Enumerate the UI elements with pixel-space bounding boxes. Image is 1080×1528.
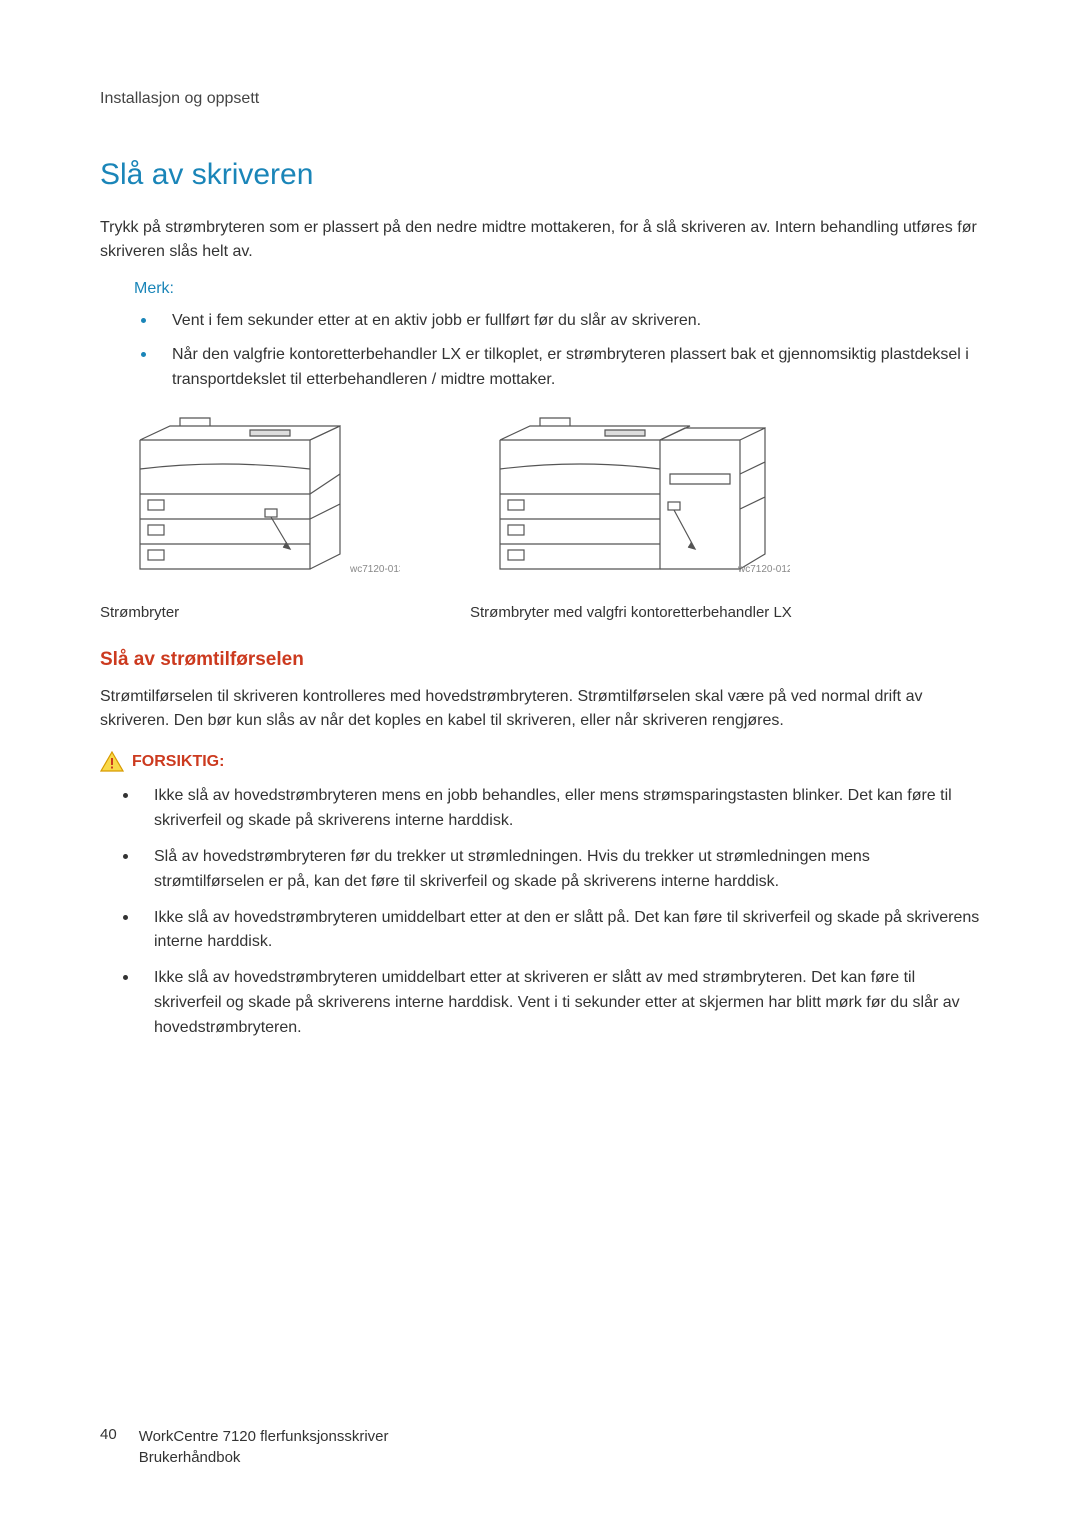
caution-list: Ikke slå av hovedstrømbryteren mens en j…: [120, 781, 980, 1040]
note-label: Merk:: [134, 280, 980, 298]
caution-item: Ikke slå av hovedstrømbryteren umiddelba…: [140, 903, 980, 956]
figure-id-right: wc7120-012: [737, 564, 790, 575]
footer-line2: Brukerhåndbok: [139, 1449, 241, 1466]
caution-item: Ikke slå av hovedstrømbryteren umiddelba…: [140, 963, 980, 1040]
section-label: Installasjon og oppsett: [100, 90, 980, 108]
figure-right: wc7120-012 Strømbryter med valgfri konto…: [470, 414, 792, 621]
note-item: Vent i fem sekunder etter at en aktiv jo…: [158, 306, 980, 334]
note-item: Når den valgfrie kontoretterbehandler LX…: [158, 340, 980, 393]
caution-header: FORSIKTIG:: [100, 751, 980, 773]
caution-label: FORSIKTIG:: [132, 753, 224, 771]
page: Installasjon og oppsett Slå av skriveren…: [0, 0, 1080, 1528]
intro-paragraph: Trykk på strømbryteren som er plassert p…: [100, 216, 980, 264]
figures-row: wc7120-013 Strømbryter: [100, 414, 980, 621]
footer-line1: WorkCentre 7120 flerfunksjonsskriver: [139, 1428, 389, 1445]
sub-intro-paragraph: Strømtilførselen til skriveren kontrolle…: [100, 685, 980, 733]
figure-id-left: wc7120-013: [349, 564, 400, 575]
printer-illustration-left: wc7120-013: [100, 414, 400, 594]
printer-illustration-right: wc7120-012: [470, 414, 790, 594]
note-list: Vent i fem sekunder etter at en aktiv jo…: [138, 306, 980, 392]
warning-icon: [100, 751, 124, 773]
page-number: 40: [100, 1426, 117, 1443]
figure-caption-left: Strømbryter: [100, 604, 400, 621]
figure-caption-right: Strømbryter med valgfri kontoretterbehan…: [470, 604, 792, 621]
footer-text: WorkCentre 7120 flerfunksjonsskriver Bru…: [139, 1426, 389, 1468]
caution-item: Slå av hovedstrømbryteren før du trekker…: [140, 842, 980, 895]
page-footer: 40 WorkCentre 7120 flerfunksjonsskriver …: [100, 1426, 389, 1468]
subheading: Slå av strømtilførselen: [100, 649, 980, 671]
figure-left: wc7120-013 Strømbryter: [100, 414, 400, 621]
page-title: Slå av skriveren: [100, 158, 980, 192]
caution-item: Ikke slå av hovedstrømbryteren mens en j…: [140, 781, 980, 834]
